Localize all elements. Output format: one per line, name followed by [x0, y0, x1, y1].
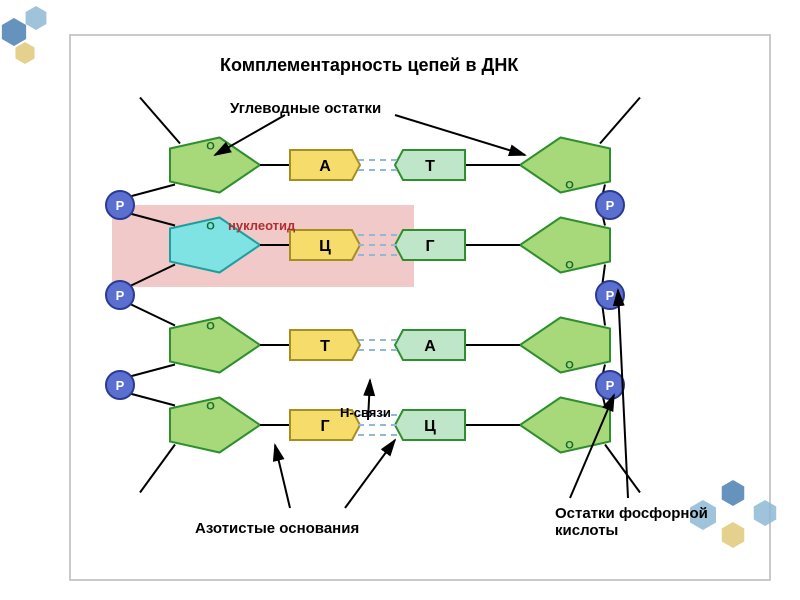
svg-text:Р: Р	[606, 198, 615, 213]
svg-text:А: А	[424, 338, 436, 355]
nucleotide-label: нуклеотид	[228, 218, 295, 233]
svg-text:О: О	[206, 141, 215, 153]
svg-text:О: О	[206, 401, 215, 413]
svg-text:А: А	[319, 158, 331, 175]
svg-text:Ц: Ц	[424, 418, 436, 435]
hbond-label: Н-связи	[340, 405, 391, 420]
svg-text:О: О	[206, 321, 215, 333]
svg-text:О: О	[565, 260, 574, 272]
bases-label: Азотистые основания	[195, 520, 359, 537]
svg-text:Р: Р	[116, 378, 125, 393]
svg-text:Г: Г	[320, 418, 329, 435]
diagram-stage: { "title": "Комплементарность цепей в ДН…	[0, 0, 800, 600]
svg-text:Т: Т	[425, 158, 435, 175]
svg-text:Р: Р	[606, 288, 615, 303]
phosphate-label: Остатки фосфорнойкислоты	[555, 505, 708, 539]
svg-text:Т: Т	[320, 338, 330, 355]
diagram-title: Комплементарность цепей в ДНК	[220, 55, 518, 76]
svg-text:Г: Г	[425, 238, 434, 255]
svg-text:Р: Р	[606, 378, 615, 393]
sugar-label: Углеводные остатки	[230, 100, 381, 117]
svg-text:О: О	[565, 440, 574, 452]
svg-text:О: О	[206, 221, 215, 233]
svg-text:Р: Р	[116, 288, 125, 303]
svg-text:Р: Р	[116, 198, 125, 213]
svg-text:О: О	[565, 180, 574, 192]
svg-text:О: О	[565, 360, 574, 372]
svg-text:Ц: Ц	[319, 238, 331, 255]
